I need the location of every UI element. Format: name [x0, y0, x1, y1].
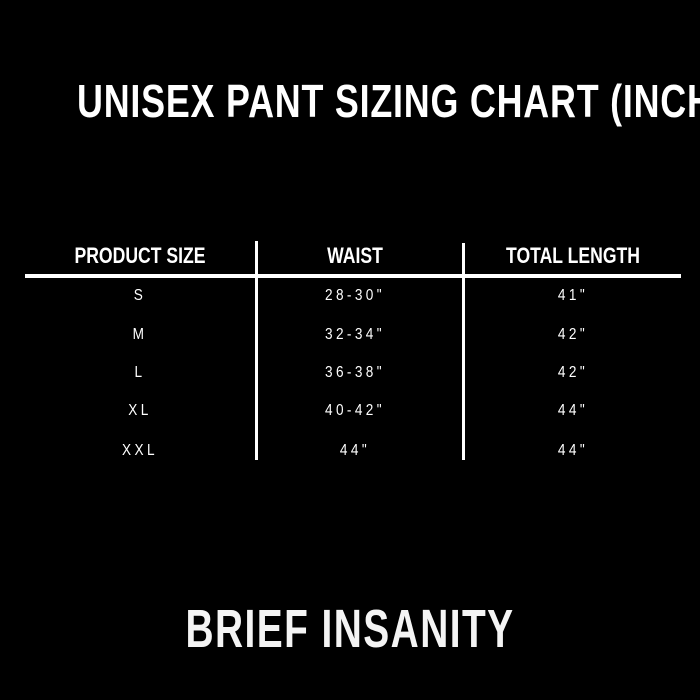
cell-length: 44"	[557, 402, 589, 419]
page-title: UNISEX PANT SIZING CHART (INCHES)	[77, 75, 700, 127]
header-divider	[25, 274, 681, 278]
cell-length: 41"	[557, 287, 589, 304]
cell-waist: 32-34"	[324, 326, 386, 343]
cell-length: 44"	[557, 442, 589, 459]
cell-waist: 44"	[339, 442, 371, 459]
cell-size: S	[133, 287, 147, 304]
header-product-size: PRODUCT SIZE	[74, 243, 206, 268]
cell-length: 42"	[557, 364, 589, 381]
brand-logo: BRIEF INSANITY	[185, 599, 515, 659]
header-waist: WAIST	[327, 243, 383, 268]
cell-length: 42"	[557, 326, 589, 343]
cell-size: M	[132, 326, 148, 343]
cell-size: XL	[128, 402, 152, 419]
column-divider	[255, 241, 258, 460]
cell-size: L	[134, 364, 146, 381]
column-divider	[462, 243, 465, 460]
cell-size: XXL	[122, 442, 158, 459]
cell-waist: 40-42"	[324, 402, 386, 419]
cell-waist: 28-30"	[324, 287, 386, 304]
header-total-length: TOTAL LENGTH	[506, 243, 640, 268]
cell-waist: 36-38"	[324, 364, 386, 381]
